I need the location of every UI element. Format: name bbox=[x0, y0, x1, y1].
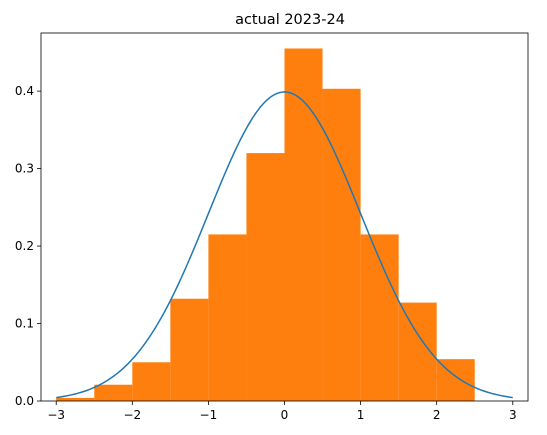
y-tick-label: 0.1 bbox=[15, 317, 34, 331]
chart-title: actual 2023-24 bbox=[235, 12, 345, 28]
histogram-bar bbox=[360, 234, 399, 401]
x-tick-label: −3 bbox=[47, 408, 65, 422]
x-tick-label: 0 bbox=[281, 408, 289, 422]
x-tick-label: 2 bbox=[433, 408, 441, 422]
plot-area bbox=[40, 32, 529, 402]
y-tick-label: 0.4 bbox=[15, 84, 34, 98]
y-tick-label: 0.0 bbox=[15, 394, 34, 408]
series-line bbox=[56, 91, 513, 399]
x-tick-label: −2 bbox=[123, 408, 141, 422]
y-tick-label: 0.2 bbox=[15, 239, 34, 253]
y-tick-label: 0.3 bbox=[15, 162, 34, 176]
histogram-bar bbox=[246, 153, 285, 401]
x-axis: −3 −2 −1 0 1 2 3 bbox=[47, 401, 517, 422]
histogram-bar bbox=[322, 88, 361, 401]
histogram-bar bbox=[284, 48, 323, 401]
histogram-bar bbox=[208, 234, 247, 401]
x-tick-label: 1 bbox=[357, 408, 365, 422]
histogram-bar bbox=[132, 362, 171, 401]
x-tick-label: −1 bbox=[200, 408, 218, 422]
histogram-bar bbox=[56, 397, 95, 401]
y-axis: 0.0 0.1 0.2 0.3 0.4 bbox=[15, 84, 41, 408]
histogram-bar bbox=[94, 384, 133, 401]
x-tick-label: 3 bbox=[509, 408, 517, 422]
histogram-bar bbox=[170, 298, 209, 401]
